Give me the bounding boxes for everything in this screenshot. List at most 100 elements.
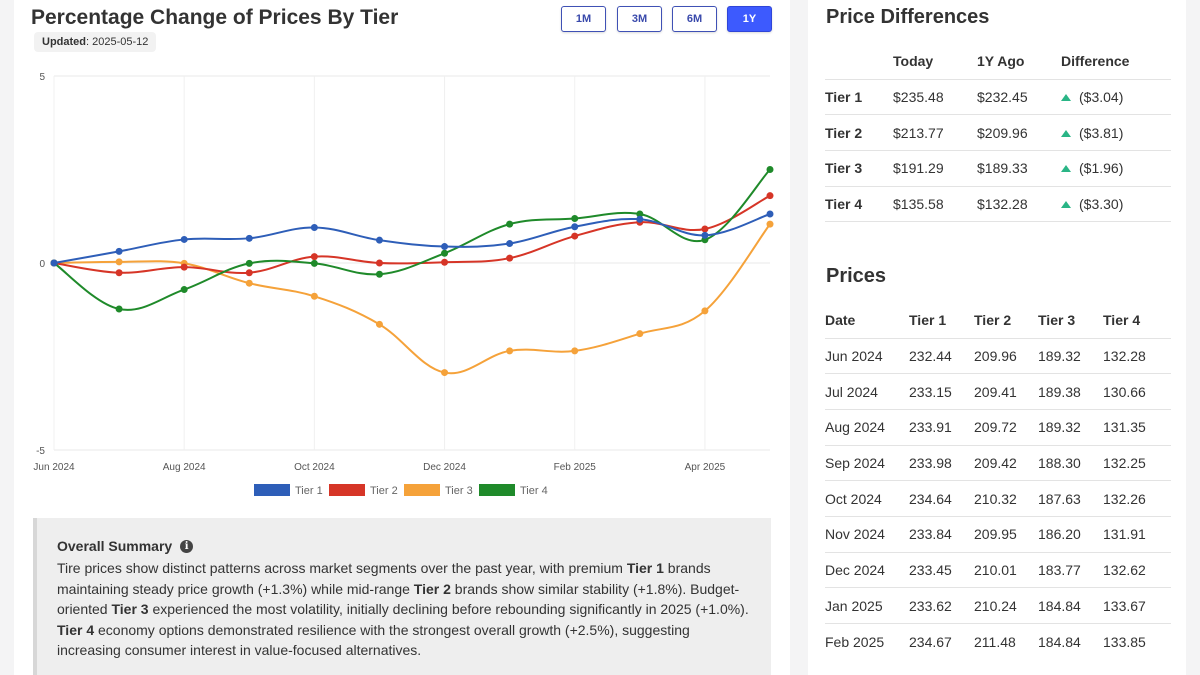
data-point-tier-4 <box>506 220 514 228</box>
price-cell: 211.48 <box>974 623 1038 660</box>
summary-heading: Overall Summary i <box>57 538 194 554</box>
range-button-1y[interactable]: 1Y <box>727 6 772 32</box>
price-differences-table: Today 1Y Ago Difference Tier 1 $235.48 $23… <box>825 43 1171 223</box>
data-point-tier-1 <box>571 223 579 231</box>
date-cell: Jun 2024 <box>825 337 909 374</box>
price-cell: 209.95 <box>974 515 1038 553</box>
data-point-tier-1 <box>310 223 318 231</box>
data-point-tier-3 <box>766 220 774 228</box>
table-header-row: Date Tier 1 Tier 2 Tier 3 Tier 4 <box>825 302 1171 338</box>
table-row: Oct 2024 234.64 210.32 187.63 132.26 <box>825 480 1171 517</box>
up-arrow-icon <box>1061 165 1071 173</box>
data-point-tier-3 <box>701 307 709 315</box>
price-cell: $209.96 <box>977 114 1061 151</box>
table-row: Nov 2024 233.84 209.95 186.20 131.91 <box>825 515 1171 553</box>
price-cell: 131.91 <box>1103 515 1171 553</box>
x-tick-label: Feb 2025 <box>554 462 597 473</box>
series-line-tier-2 <box>53 194 771 275</box>
summary-tier-3: Tier 3 <box>111 601 149 617</box>
data-point-tier-3 <box>245 279 253 287</box>
range-button-6m[interactable]: 6M <box>672 6 717 32</box>
data-point-tier-1 <box>766 210 774 218</box>
y-tick-label: 0 <box>39 259 45 270</box>
table-row: Dec 2024 233.45 210.01 183.77 132.62 <box>825 551 1171 588</box>
column-header: Tier 4 <box>1103 311 1141 328</box>
price-cell: 234.64 <box>909 480 974 517</box>
summary-text: Tire prices show distinct patterns acros… <box>57 558 757 661</box>
legend-label-tier-3: Tier 3 <box>445 485 473 497</box>
line-chart: 5 0 -5 Jun 2024 Aug 2024 Oct 2024 Dec 2024 Feb … <box>33 72 774 497</box>
data-point-tier-2 <box>766 192 774 200</box>
chart-card: Percentage Change of Prices By Tier Upda… <box>14 0 790 675</box>
table-row: Tier 2 $213.77 $209.96 ($3.81) <box>825 114 1171 151</box>
table-row: Aug 2024 233.91 209.72 189.32 131.35 <box>825 408 1171 446</box>
data-point-tier-1 <box>441 243 449 251</box>
date-cell: Oct 2024 <box>825 480 909 517</box>
price-cell: 184.84 <box>1038 623 1103 660</box>
table-row: Tier 3 $191.29 $189.33 ($1.96) <box>825 149 1171 187</box>
tables-card: Price Differences Today 1Y Ago Differenc… <box>808 0 1186 675</box>
data-point-tier-4 <box>766 166 774 173</box>
up-arrow-icon <box>1061 93 1071 101</box>
data-point-tier-4 <box>636 210 644 218</box>
price-cell: 132.26 <box>1103 480 1171 517</box>
price-cell: 184.84 <box>1038 587 1103 624</box>
tier-cell: Tier 2 <box>825 114 893 151</box>
data-point-tier-4 <box>310 259 318 267</box>
price-cell: 131.35 <box>1103 408 1171 446</box>
data-point-tier-2 <box>180 263 188 271</box>
difference-cell: ($3.81) <box>1061 114 1171 151</box>
data-point-tier-2 <box>375 259 383 267</box>
difference-value: ($3.81) <box>1079 124 1124 141</box>
data-point-tier-1 <box>636 215 644 223</box>
range-button-1m[interactable]: 1M <box>561 6 606 32</box>
data-point-tier-2 <box>115 269 123 277</box>
price-cell: 188.30 <box>1038 444 1103 481</box>
price-cell: 189.32 <box>1038 408 1103 446</box>
data-point-tier-2 <box>245 269 253 277</box>
data-point-tier-4 <box>245 259 253 267</box>
info-icon[interactable]: i <box>180 539 194 553</box>
legend-label-tier-4: Tier 4 <box>520 485 548 497</box>
table-header-row: Today 1Y Ago Difference <box>825 43 1171 79</box>
data-point-tier-3 <box>310 292 318 300</box>
price-cell: 233.91 <box>909 408 974 446</box>
date-cell: Jul 2024 <box>825 373 909 410</box>
up-arrow-icon <box>1061 129 1071 137</box>
difference-cell: ($1.96) <box>1061 149 1171 187</box>
summary-box: Overall Summary i Tire prices show disti… <box>33 518 771 675</box>
price-cell: $191.29 <box>893 149 977 187</box>
price-cell: $232.45 <box>977 78 1061 115</box>
legend-swatch-tier-4 <box>479 484 515 496</box>
data-point-tier-1 <box>701 231 709 239</box>
price-cell: 186.20 <box>1038 515 1103 553</box>
table-row: Jan 2025 233.62 210.24 184.84 133.67 <box>825 587 1171 624</box>
tier-cell: Tier 3 <box>825 149 893 187</box>
price-cell: 132.25 <box>1103 444 1171 481</box>
data-point-tier-1 <box>50 259 58 267</box>
data-point-tier-4 <box>115 305 123 313</box>
column-header: Date <box>825 311 856 328</box>
price-cell: 132.28 <box>1103 337 1171 374</box>
data-point-tier-1 <box>115 247 123 255</box>
summary-tier-2: Tier 2 <box>413 580 451 597</box>
price-cell: 132.62 <box>1103 551 1171 588</box>
price-cell: 210.32 <box>974 480 1038 517</box>
price-cell: 183.77 <box>1038 551 1103 588</box>
legend-swatch-tier-1 <box>254 484 290 496</box>
range-button-3m[interactable]: 3M <box>617 6 662 32</box>
price-cell: $135.58 <box>893 185 977 223</box>
price-cell: $213.77 <box>893 114 977 151</box>
difference-cell: ($3.04) <box>1061 78 1171 115</box>
price-cell: 233.62 <box>909 587 974 624</box>
price-cell: 210.24 <box>974 587 1038 624</box>
legend-swatch-tier-2 <box>329 484 365 496</box>
data-point-tier-3 <box>506 347 514 355</box>
column-header: Tier 3 <box>1038 311 1076 328</box>
column-header <box>825 43 893 79</box>
legend-swatch-tier-3 <box>404 484 440 496</box>
table-row: Tier 4 $135.58 $132.28 ($3.30) <box>825 185 1171 223</box>
price-cell: 233.45 <box>909 551 974 588</box>
data-point-tier-4 <box>571 214 579 222</box>
summary-part: experienced the most volatility, initial… <box>148 601 749 617</box>
